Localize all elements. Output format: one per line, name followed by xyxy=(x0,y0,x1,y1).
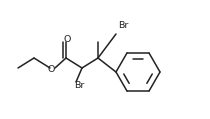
Text: O: O xyxy=(63,35,71,45)
Text: Br: Br xyxy=(74,82,84,91)
Text: Br: Br xyxy=(118,22,128,30)
Text: O: O xyxy=(47,64,55,74)
